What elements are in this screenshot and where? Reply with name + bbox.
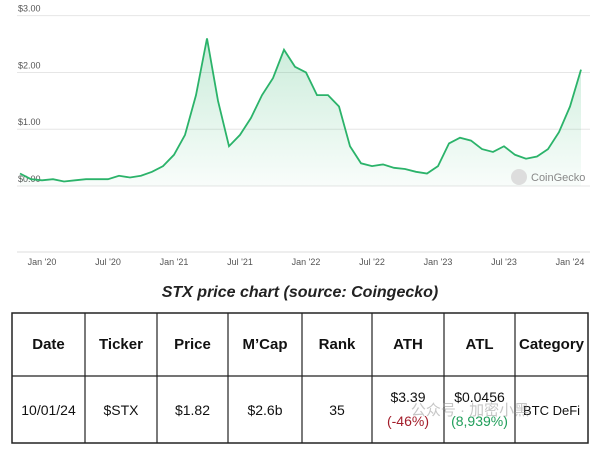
header-cell: M’Cap — [243, 336, 288, 353]
header-cell: Price — [174, 336, 211, 353]
x-tick-label: Jul '21 — [227, 257, 253, 267]
coingecko-badge: CoinGecko — [511, 169, 585, 185]
y-tick-label: $1.00 — [18, 117, 41, 127]
cell: $1.82 — [175, 402, 210, 418]
y-tick-label: $2.00 — [18, 60, 41, 70]
header-cell: Rank — [319, 336, 356, 353]
x-tick-label: Jul '23 — [491, 257, 517, 267]
header-cell: Ticker — [99, 336, 143, 353]
x-tick-label: Jan '21 — [160, 257, 189, 267]
x-tick-label: Jul '20 — [95, 257, 121, 267]
table-frame — [11, 312, 589, 444]
price-area — [20, 38, 581, 186]
price-line — [19, 38, 582, 183]
cell: $3.39 — [390, 389, 425, 405]
cell: $STX — [103, 402, 139, 418]
cell: $2.6b — [247, 402, 282, 418]
cell: BTC DeFi — [523, 403, 580, 418]
source-mark: CoinGecko — [531, 172, 585, 184]
header-cell: Category — [519, 336, 585, 353]
cell: $0.0456 — [454, 389, 505, 405]
table: Date Ticker Price M’Cap Rank ATH ATL Category 10… — [11, 312, 589, 444]
cell: 35 — [329, 402, 345, 418]
header-cell: ATH — [393, 336, 423, 353]
x-tick-label: Jan '24 — [556, 257, 585, 267]
x-tick-label: Jan '20 — [28, 257, 57, 267]
x-tick-label: Jul '22 — [359, 257, 385, 267]
header-cell: ATL — [465, 336, 493, 353]
cell: 10/01/24 — [21, 402, 76, 418]
caption: STX price chart (source: Coingecko) — [162, 284, 439, 301]
x-tick-label: Jan '22 — [292, 257, 321, 267]
y-tick-label: $3.00 — [18, 4, 41, 14]
cell-change: (8,939%) — [451, 413, 508, 429]
cell-change: (-46%) — [387, 413, 429, 429]
watermark: 公众号 · 加密小黑 — [411, 402, 529, 419]
x-tick-label: Jan '23 — [424, 257, 453, 267]
header-cell: Date — [32, 336, 65, 353]
